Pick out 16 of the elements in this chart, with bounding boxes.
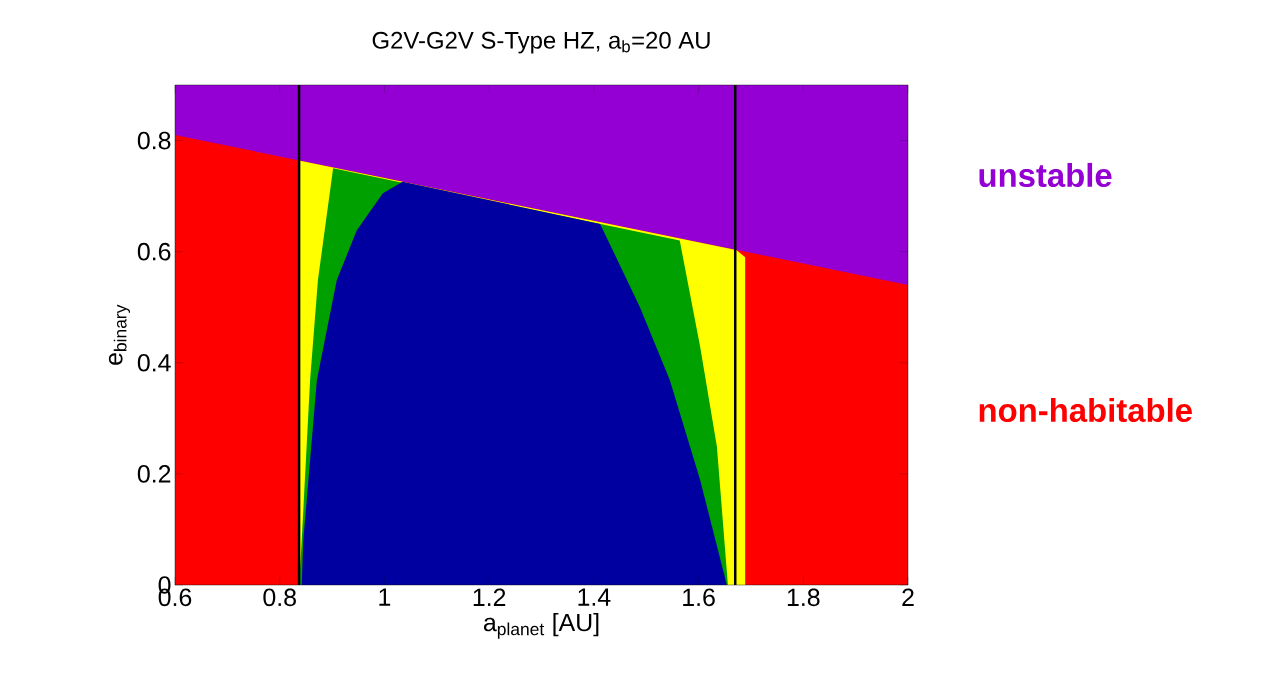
text: unstable	[979, 162, 1112, 188]
x-tick-label: 1	[379, 588, 391, 606]
x-tick-label: 2	[902, 588, 914, 606]
y-tick-label: 0.8	[137, 131, 171, 150]
x-tick-label: 1.4	[578, 588, 611, 606]
x-tick-label: 0.8	[263, 588, 296, 607]
x-tick-label: 1.2	[473, 588, 506, 606]
y-tick-label: 0.4	[137, 353, 171, 372]
chart-title: G2V-G2V S-Type HZ, a$_{b}$=20 AU	[372, 31, 710, 54]
y-axis-title: e$_{binary}$	[108, 304, 131, 365]
y-tick-label: 0.2	[137, 465, 171, 483]
x-axis-title: a$_{planet}$ [AU]	[483, 612, 599, 639]
y-tick-label: 0.6	[137, 242, 171, 261]
text: non-habitable	[979, 397, 1192, 423]
x-tick-label: 1.8	[787, 588, 820, 607]
x-tick-label: 1.6	[683, 588, 715, 607]
